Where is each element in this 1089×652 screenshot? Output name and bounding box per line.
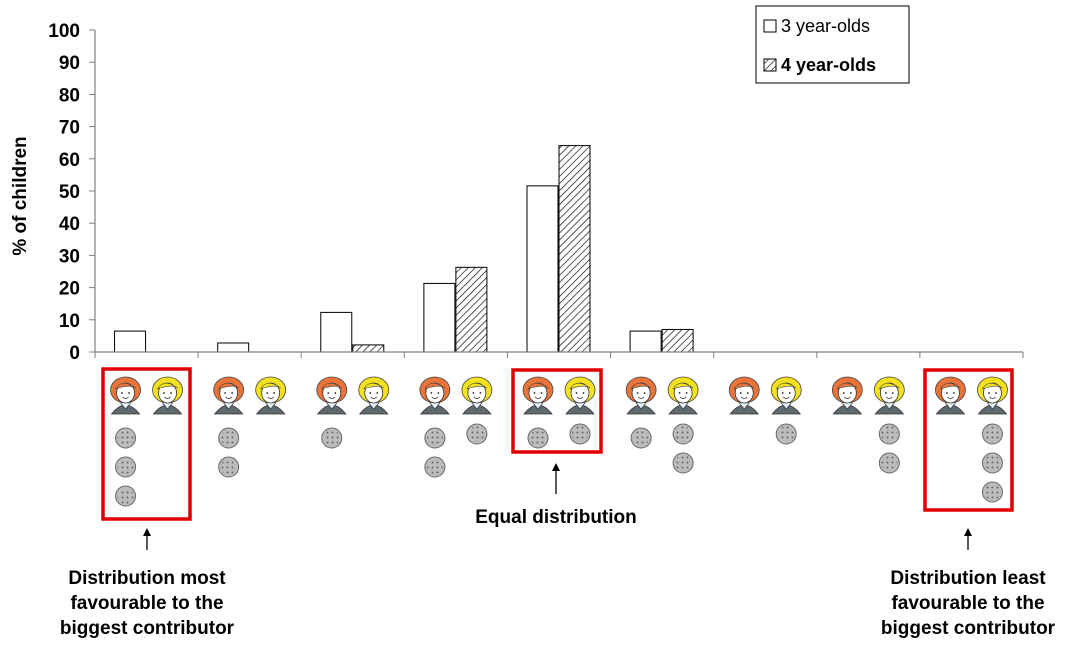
blond-child-icon <box>358 376 390 415</box>
y-tick-label: 100 <box>48 21 80 42</box>
annotation-text: Distribution most <box>68 568 226 589</box>
highlight-box <box>923 368 1014 512</box>
cookie-icon <box>630 427 652 449</box>
bar-3-year-olds <box>320 311 353 353</box>
bar-4-year-olds <box>455 266 488 353</box>
red-haired-child-icon <box>935 376 966 415</box>
y-tick-label: 30 <box>59 246 80 267</box>
blond-child-icon <box>255 376 287 415</box>
y-tick-label: 80 <box>59 85 80 106</box>
y-axis-label: % of children <box>10 136 31 255</box>
blond-child-icon <box>152 376 183 415</box>
legend-swatch-3-year-olds <box>763 19 777 33</box>
cookie-icon <box>218 456 240 478</box>
red-haired-child-icon <box>625 376 657 415</box>
y-tick-label: 90 <box>59 53 80 74</box>
blond-child-icon <box>667 376 699 415</box>
cookie-icon <box>672 423 694 445</box>
arrow-head-icon <box>964 528 972 536</box>
cookie-icon <box>672 452 694 474</box>
arrow-head-icon <box>143 528 151 536</box>
cookie-icon <box>466 423 488 445</box>
annotation-text: Equal distribution <box>475 507 637 528</box>
y-tick-label: 10 <box>59 311 80 332</box>
bar-3-year-olds <box>114 330 147 353</box>
y-tick-label: 40 <box>59 214 80 235</box>
cookie-icon <box>981 481 1003 503</box>
cookie-icon <box>321 427 343 449</box>
legend: 3 year-olds 4 year-olds <box>755 5 910 84</box>
arrow-head-icon <box>552 463 560 471</box>
cookie-icon <box>424 456 446 478</box>
cookie-icon <box>878 423 900 445</box>
y-tick-label: 20 <box>59 279 80 300</box>
blond-child-icon <box>873 376 905 415</box>
bar-3-year-olds <box>423 282 456 353</box>
bar-3-year-olds <box>526 185 559 353</box>
y-tick-label: 50 <box>59 182 80 203</box>
red-haired-child-icon <box>110 376 141 415</box>
bar-3-year-olds <box>629 330 662 353</box>
annotation-text: biggest contributor <box>60 618 235 639</box>
cookie-icon <box>115 456 137 478</box>
annotation-text: biggest contributor <box>881 618 1056 639</box>
red-haired-child-icon <box>419 376 451 415</box>
bar-4-year-olds <box>352 344 385 353</box>
legend-swatch-4-year-olds <box>763 58 777 72</box>
y-tick-label: 60 <box>59 150 80 171</box>
cookie-icon <box>878 452 900 474</box>
red-haired-child-icon <box>831 376 863 415</box>
legend-label-4-year-olds: 4 year-olds <box>781 55 876 75</box>
red-haired-child-icon <box>316 376 348 415</box>
cookie-icon <box>569 423 591 445</box>
blond-child-icon <box>461 376 493 415</box>
red-haired-child-icon <box>522 376 554 415</box>
blond-child-icon <box>977 376 1008 415</box>
red-haired-child-icon <box>213 376 245 415</box>
bar-4-year-olds <box>661 328 694 353</box>
annotation-text: favourable to the <box>70 593 223 614</box>
cookie-icon <box>115 485 137 507</box>
annotation-text: favourable to the <box>891 593 1044 614</box>
red-haired-child-icon <box>728 376 760 415</box>
annotation-text: Distribution least <box>890 568 1046 589</box>
cookie-icon <box>775 423 797 445</box>
y-tick-label: 0 <box>69 343 80 364</box>
highlight-box <box>101 367 192 521</box>
cookie-icon <box>981 452 1003 474</box>
cookie-icon <box>981 423 1003 445</box>
blond-child-icon <box>770 376 802 415</box>
highlight-box <box>511 368 603 454</box>
cookie-icon <box>218 427 240 449</box>
legend-label-3-year-olds: 3 year-olds <box>781 16 870 36</box>
blond-child-icon <box>564 376 596 415</box>
bar-4-year-olds <box>558 145 591 353</box>
cookie-icon <box>424 427 446 449</box>
cookie-icon <box>115 427 137 449</box>
legend-box <box>755 5 910 84</box>
bar-3-year-olds <box>217 342 250 353</box>
y-tick-label: 70 <box>59 118 80 139</box>
cookie-icon <box>527 427 549 449</box>
